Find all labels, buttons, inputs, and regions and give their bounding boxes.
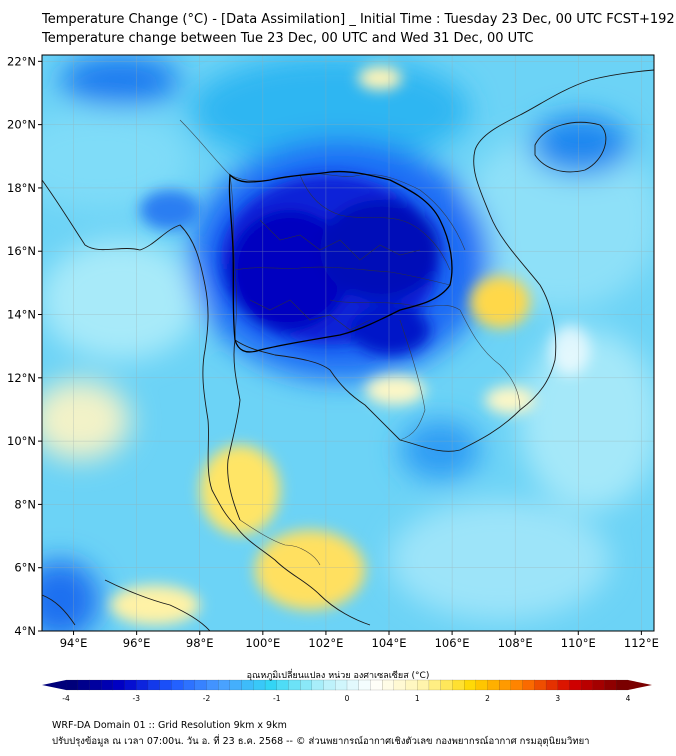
colorbar-tick-label: -3	[133, 694, 141, 703]
lon-tick-label: 104°E	[372, 636, 407, 650]
lat-tick-label: 12°N	[7, 371, 36, 385]
lon-tick-label: 100°E	[245, 636, 280, 650]
map-frame	[41, 54, 655, 632]
colorbar-label: อุณหภูมิเปลี่ยนแปลง หน่วย องศาเซลเซียส (…	[246, 671, 430, 681]
lon-tick-label: 96°E	[123, 636, 151, 650]
lon-tick-label: 112°E	[624, 636, 659, 650]
coastlines	[42, 69, 654, 631]
lat-tick-label: 6°N	[14, 561, 36, 575]
colorbar-low-arrow	[42, 680, 66, 690]
lon-tick-label: 94°E	[60, 636, 88, 650]
lat-tick-label: 8°N	[14, 497, 36, 511]
colorbar-tick-label: -1	[273, 694, 281, 703]
footer-line-1: WRF-DA Domain 01 :: Grid Resolution 9km …	[52, 720, 287, 731]
title-line-1: Temperature Change (°C) - [Data Assimila…	[42, 12, 675, 27]
footer-line-2: ปรับปรุงข้อมูล ณ เวลา 07:00น. วัน อ. ที่…	[52, 736, 590, 747]
lat-tick-label: 14°N	[7, 308, 36, 322]
colorbar-tick-label: 1	[415, 694, 420, 703]
lon-tick-label: 110°E	[561, 636, 596, 650]
lat-tick-label: 20°N	[7, 118, 36, 132]
colorbar-tick-label: 2	[485, 694, 490, 703]
colorbar-tick-label: 3	[555, 694, 560, 703]
lat-tick-label: 18°N	[7, 181, 36, 195]
lon-tick-label: 98°E	[186, 636, 214, 650]
title-line-2: Temperature change between Tue 23 Dec, 0…	[42, 31, 534, 46]
lon-tick-label: 102°E	[308, 636, 343, 650]
lat-tick-label: 10°N	[7, 434, 36, 448]
thailand-border	[228, 170, 453, 353]
temperature-field	[42, 55, 654, 631]
colorbar-high-arrow	[628, 680, 652, 690]
longitude-ticks: 94°E 96°E 98°E 100°E 102°E 104°E 106°E 108°E 110…	[60, 631, 659, 650]
lat-tick-label: 16°N	[7, 244, 36, 258]
colorbar-tick-label: -2	[203, 694, 211, 703]
lat-tick-label: 22°N	[7, 54, 36, 68]
latitude-ticks: 22°N 20°N 18°N 16°N 14°N 12°N 10°N 8°N 6°N 4°N	[7, 54, 42, 638]
lon-tick-label: 108°E	[498, 636, 533, 650]
colorbar-tick-label: -4	[62, 694, 70, 703]
lat-tick-label: 4°N	[14, 624, 36, 638]
colorbar: -4 -3 -2 -1 0 1 2 3 4	[42, 679, 652, 703]
colorbar-tick-label: 0	[345, 694, 350, 703]
colorbar-tick-label: 4	[626, 694, 631, 703]
lon-tick-label: 106°E	[435, 636, 470, 650]
